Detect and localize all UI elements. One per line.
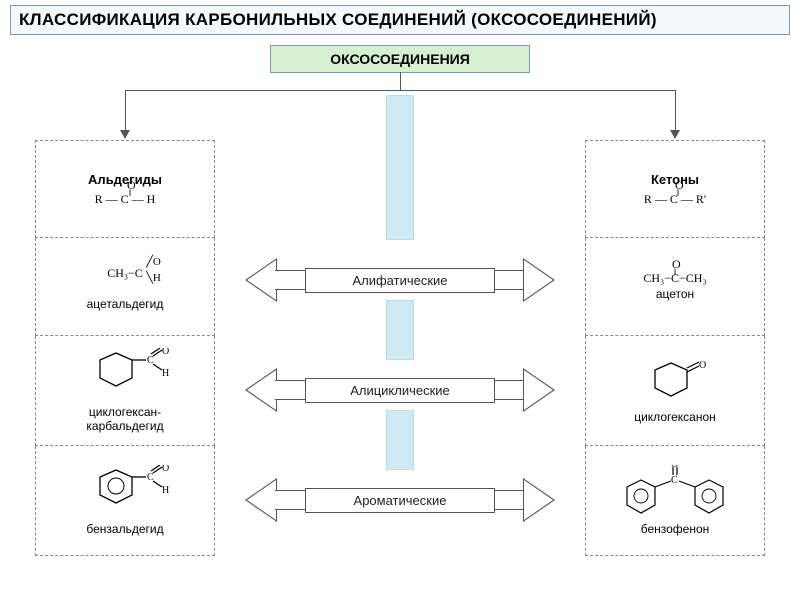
category-aliphatic: Алифатические <box>305 268 495 293</box>
acetone-label: ацетон <box>656 287 694 301</box>
benzophenone-label: бензофенон <box>641 522 710 536</box>
cell-aromatic-aldehyde: C O H бензальдегид <box>35 446 215 556</box>
dbl-bond-k: ‖ <box>677 189 680 199</box>
cell-aldehydes-header: Альдегиды O ‖ R — C — H <box>35 140 215 238</box>
column-aldehydes: Альдегиды O ‖ R — C — H CH₃−C ╱O ╲H ацет… <box>35 140 215 556</box>
formula-body-k: R — C — R' <box>644 192 706 206</box>
cyclohexanone-icon: O <box>635 358 715 408</box>
formula-body: R — C — H <box>95 192 156 206</box>
connector-root-v <box>400 72 401 90</box>
svg-text:O: O <box>162 465 169 474</box>
formula-text: CH₃−C <box>107 266 143 280</box>
column-ketones: Кетоны O ‖ R — C — R' O ‖ CH₃−C−CH₃ ацет… <box>585 140 765 556</box>
cell-aromatic-ketone: C O бензофенон <box>585 446 765 556</box>
connector-left-v <box>125 90 126 132</box>
vbar-1 <box>386 95 414 240</box>
benzaldehyde-label: бензальдегид <box>86 522 163 536</box>
cell-aliphatic-ketone: O ‖ CH₃−C−CH₃ ацетон <box>585 238 765 336</box>
svg-text:H: H <box>162 485 169 496</box>
acetaldehyde-formula: CH₃−C ╱O ╲H <box>107 267 143 295</box>
connector-h <box>125 90 675 91</box>
arrow-right <box>670 130 680 139</box>
benzophenone-icon: C O <box>615 465 735 520</box>
dbl-bond-a: ‖ <box>674 268 677 278</box>
aldehydes-heading: Альдегиды <box>88 172 162 187</box>
svg-text:C: C <box>671 475 678 486</box>
cyclohexane-carbaldehyde-label: циклогексан- карбальдегид <box>86 405 163 433</box>
arrow-left <box>120 130 130 139</box>
benzaldehyde-icon: C O H <box>80 465 170 520</box>
ketones-general-formula: O ‖ R — C — R' <box>644 193 706 206</box>
svg-text:O: O <box>162 348 169 357</box>
connector-right-v <box>675 90 676 132</box>
cell-aliphatic-aldehyde: CH₃−C ╱O ╲H ацетальдегид <box>35 238 215 336</box>
vbar-2 <box>386 300 414 360</box>
root-node: ОКСОСОЕДИНЕНИЯ <box>270 45 530 73</box>
dbl-bond: ‖ <box>129 189 132 199</box>
cell-alicyclic-ketone: O циклогексанон <box>585 336 765 446</box>
cell-ketones-header: Кетоны O ‖ R — C — R' <box>585 140 765 238</box>
vbar-3 <box>386 410 414 470</box>
acetaldehyde-label: ацетальдегид <box>87 297 164 311</box>
formula-H: H <box>153 272 161 284</box>
acetone-formula: O ‖ CH₃−C−CH₃ <box>643 272 706 285</box>
svg-text:O: O <box>671 465 678 470</box>
cyclohexane-carbaldehyde-icon: C O H <box>80 348 170 403</box>
aldehydes-general-formula: O ‖ R — C — H <box>95 193 156 206</box>
category-alicyclic: Алициклические <box>305 378 495 403</box>
cell-alicyclic-aldehyde: C O H циклогексан- карбальдегид <box>35 336 215 446</box>
category-aromatic: Ароматические <box>305 488 495 513</box>
svg-text:H: H <box>162 368 169 379</box>
page-title: КЛАССИФИКАЦИЯ КАРБОНИЛЬНЫХ СОЕДИНЕНИЙ (О… <box>10 5 790 35</box>
formula-O2: O <box>153 256 161 268</box>
cyclohexanone-label: циклогексанон <box>634 410 716 424</box>
svg-text:O: O <box>699 360 706 371</box>
